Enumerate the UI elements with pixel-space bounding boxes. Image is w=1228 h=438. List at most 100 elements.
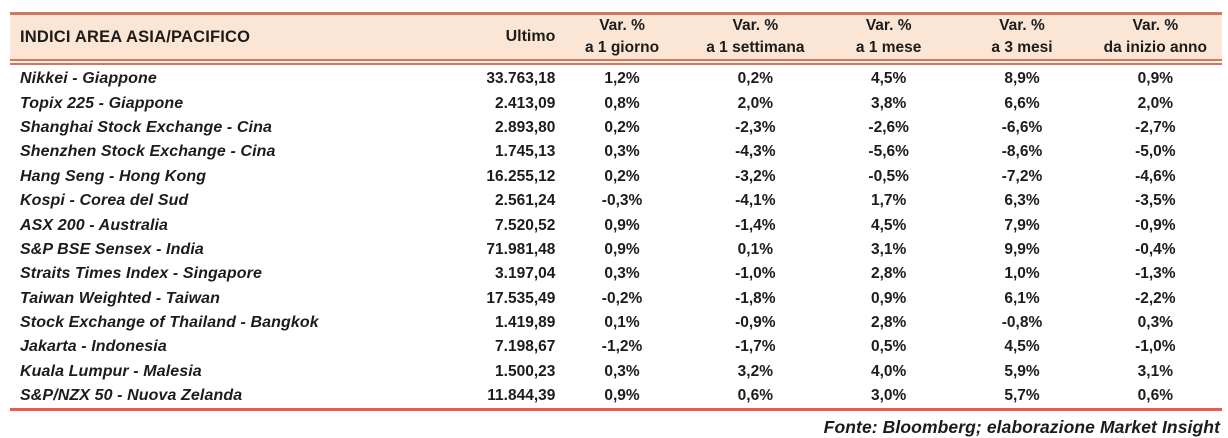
table-row: Taiwan Weighted - Taiwan 17.535,49 -0,2% -1… bbox=[10, 287, 1222, 311]
ultimo-value-cell: 7.198,67 bbox=[495, 338, 556, 356]
ultimo-value-cell: 11.844,39 bbox=[487, 387, 556, 405]
var-value-cell: 0,1% bbox=[604, 314, 640, 332]
var-value-cell: -5,0% bbox=[1135, 143, 1176, 161]
ultimo-value-cell: 7.520,52 bbox=[495, 216, 556, 234]
var-value-cell: -2,7% bbox=[1135, 118, 1176, 136]
column-header-var-1-mese: Var. % a 1 mese bbox=[822, 15, 955, 58]
var-value-cell: 0,2% bbox=[604, 167, 640, 185]
table-body: Nikkei - Giappone 33.763,18 1,2% 0,2% 4,5% 8,… bbox=[10, 65, 1222, 408]
var-value-cell: -3,2% bbox=[735, 167, 776, 185]
column-header-var-1-giorno: Var. % a 1 giorno bbox=[555, 15, 688, 58]
var-value-cell: 9,9% bbox=[1004, 240, 1040, 258]
var-value-cell: 3,8% bbox=[871, 94, 907, 112]
indices-table: INDICI AREA ASIA/PACIFICO Ultimo Var. % … bbox=[10, 12, 1222, 438]
var-value-cell: -0,4% bbox=[1135, 240, 1176, 258]
column-header-ultimo: Ultimo bbox=[505, 28, 556, 45]
index-name-cell: Hang Seng - Hong Kong bbox=[20, 167, 207, 185]
ultimo-value-cell: 33.763,18 bbox=[486, 70, 556, 88]
index-name-cell: S&P BSE Sensex - India bbox=[20, 240, 204, 258]
table-row: Shanghai Stock Exchange - Cina 2.893,80 0,… bbox=[10, 116, 1222, 140]
var-value-cell: -0,8% bbox=[1001, 314, 1043, 332]
table-row: Straits Times Index - Singapore 3.197,04 0… bbox=[10, 262, 1222, 286]
var-value-cell: 0,9% bbox=[604, 387, 640, 405]
var-value-cell: -6,6% bbox=[1001, 118, 1043, 136]
var-value-cell: 0,2% bbox=[737, 70, 774, 88]
var-period-label: a 1 mese bbox=[855, 39, 922, 56]
ultimo-value-cell: 16.255,12 bbox=[486, 167, 556, 185]
ultimo-value-cell: 2.893,80 bbox=[495, 118, 556, 136]
index-name-cell: Shenzhen Stock Exchange - Cina bbox=[20, 143, 276, 161]
index-name-cell: Straits Times Index - Singapore bbox=[20, 265, 262, 283]
var-label: Var. % bbox=[732, 17, 779, 35]
index-name-cell: Nikkei - Giappone bbox=[20, 70, 157, 88]
var-value-cell: 0,9% bbox=[1137, 70, 1173, 88]
var-value-cell: 4,5% bbox=[871, 70, 907, 88]
table-row: Hang Seng - Hong Kong 16.255,12 0,2% -3,2% -… bbox=[10, 165, 1222, 189]
index-name-cell: ASX 200 - Australia bbox=[20, 216, 169, 234]
var-value-cell: -4,6% bbox=[1135, 167, 1176, 185]
var-value-cell: 3,1% bbox=[1137, 362, 1173, 380]
var-value-cell: -5,6% bbox=[868, 143, 909, 161]
var-value-cell: -0,9% bbox=[1135, 216, 1176, 234]
table-row: Jakarta - Indonesia 7.198,67 -1,2% -1,7% 0,5… bbox=[10, 335, 1222, 359]
index-name-cell: S&P/NZX 50 - Nuova Zelanda bbox=[20, 387, 243, 405]
var-value-cell: 2,0% bbox=[737, 94, 774, 112]
var-value-cell: -2,2% bbox=[1135, 289, 1176, 307]
table-row: Stock Exchange of Thailand - Bangkok 1.41… bbox=[10, 311, 1222, 335]
header-second-rule bbox=[10, 63, 1222, 65]
index-name-cell: Taiwan Weighted - Taiwan bbox=[20, 289, 221, 307]
var-value-cell: -0,2% bbox=[601, 289, 643, 307]
var-value-cell: 0,3% bbox=[604, 265, 640, 283]
index-name-cell: Shanghai Stock Exchange - Cina bbox=[20, 118, 272, 136]
var-period-label: da inizio anno bbox=[1103, 39, 1207, 56]
ultimo-value-cell: 2.413,09 bbox=[495, 94, 556, 112]
var-value-cell: -1,8% bbox=[735, 289, 776, 307]
var-value-cell: -1,0% bbox=[735, 265, 776, 283]
table-header-row: INDICI AREA ASIA/PACIFICO Ultimo Var. % … bbox=[10, 15, 1222, 61]
ultimo-value-cell: 3.197,04 bbox=[495, 265, 556, 283]
var-value-cell: 2,8% bbox=[871, 265, 907, 283]
var-value-cell: 4,5% bbox=[871, 216, 907, 234]
var-value-cell: 6,6% bbox=[1004, 94, 1040, 112]
var-value-cell: 5,9% bbox=[1004, 362, 1040, 380]
var-value-cell: 4,0% bbox=[871, 362, 907, 380]
var-value-cell: 0,2% bbox=[604, 118, 640, 136]
index-name-cell: Kospi - Corea del Sud bbox=[20, 192, 189, 210]
table-row: Nikkei - Giappone 33.763,18 1,2% 0,2% 4,5% 8,… bbox=[10, 67, 1222, 91]
var-value-cell: -0,3% bbox=[601, 192, 643, 210]
var-value-cell: -4,3% bbox=[735, 143, 776, 161]
var-value-cell: 0,9% bbox=[871, 289, 907, 307]
var-value-cell: -1,7% bbox=[735, 338, 776, 356]
table-bottom-rule bbox=[10, 408, 1222, 412]
table-row: Kuala Lumpur - Malesia 1.500,23 0,3% 3,2% 4,… bbox=[10, 360, 1222, 384]
ultimo-value-cell: 1.500,23 bbox=[495, 362, 556, 380]
var-value-cell: 8,9% bbox=[1004, 70, 1040, 88]
var-value-cell: 1,2% bbox=[604, 70, 640, 88]
column-header-var-1-settimana: Var. % a 1 settimana bbox=[689, 15, 822, 58]
var-value-cell: 0,9% bbox=[604, 240, 640, 258]
var-value-cell: -8,6% bbox=[1001, 143, 1043, 161]
var-value-cell: 3,0% bbox=[871, 387, 907, 405]
var-value-cell: -4,1% bbox=[735, 192, 776, 210]
header-gap-line bbox=[10, 61, 1222, 63]
var-value-cell: -1,3% bbox=[1135, 265, 1176, 283]
var-value-cell: 7,9% bbox=[1004, 216, 1040, 234]
var-value-cell: 6,1% bbox=[1004, 289, 1040, 307]
var-value-cell: 0,6% bbox=[737, 387, 774, 405]
var-label: Var. % bbox=[599, 17, 645, 35]
table-title: INDICI AREA ASIA/PACIFICO bbox=[20, 27, 251, 46]
var-value-cell: -1,0% bbox=[1135, 338, 1176, 356]
var-value-cell: 0,3% bbox=[604, 362, 640, 380]
table-row: S&P BSE Sensex - India 71.981,48 0,9% 0,1% 3… bbox=[10, 238, 1222, 262]
index-name-cell: Stock Exchange of Thailand - Bangkok bbox=[20, 314, 319, 332]
var-label: Var. % bbox=[999, 17, 1045, 35]
var-value-cell: 1,7% bbox=[871, 192, 907, 210]
table-top-rule bbox=[10, 12, 1222, 15]
var-value-cell: -3,5% bbox=[1135, 192, 1176, 210]
var-value-cell: 0,6% bbox=[1137, 387, 1173, 405]
table-row: Topix 225 - Giappone 2.413,09 0,8% 2,0% 3,8%… bbox=[10, 91, 1222, 115]
var-value-cell: 0,1% bbox=[737, 240, 774, 258]
var-value-cell: 6,3% bbox=[1004, 192, 1040, 210]
column-header-var-3-mesi: Var. % a 3 mesi bbox=[955, 15, 1088, 58]
index-name-cell: Jakarta - Indonesia bbox=[20, 338, 167, 356]
